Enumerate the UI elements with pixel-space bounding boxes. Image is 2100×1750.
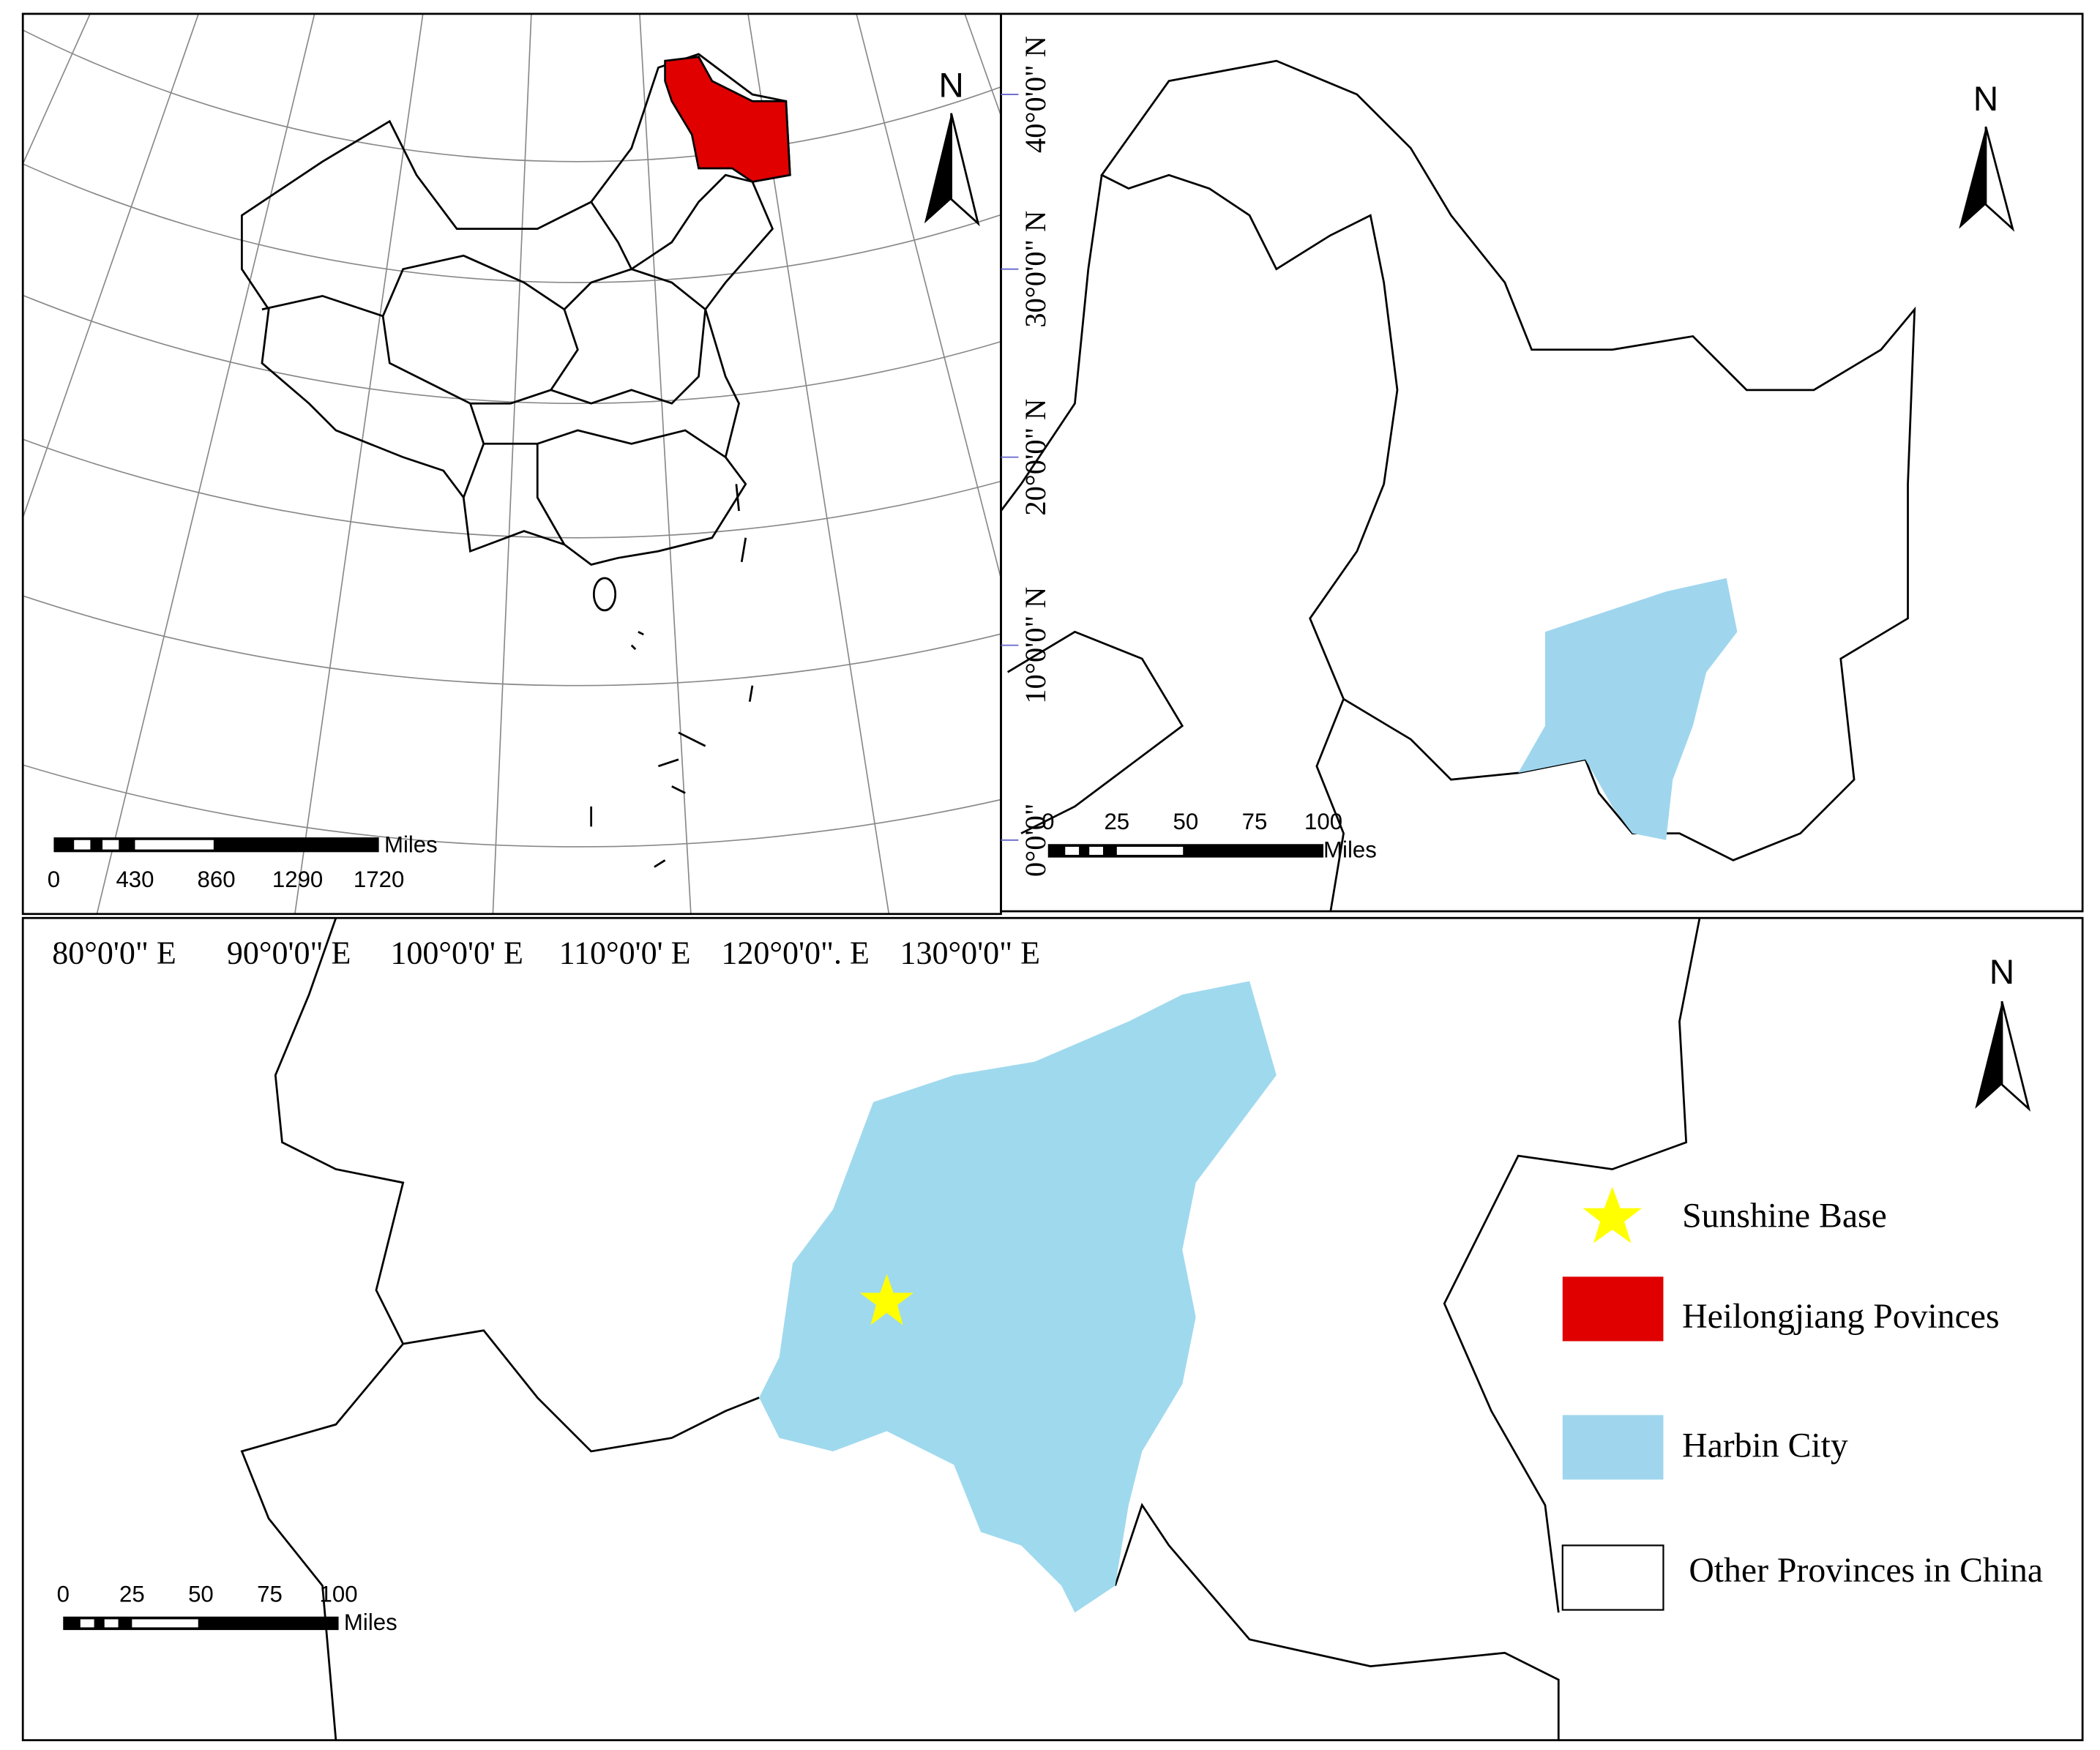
panel-frame <box>21 916 2084 1741</box>
neighbor-border <box>1006 630 1184 834</box>
scale-tick-label: 100 <box>1304 809 1342 834</box>
scale-tick-label: 0 <box>1042 809 1054 834</box>
scale-tick-label: 100 <box>320 1582 358 1607</box>
sunshine-base-star <box>859 1274 914 1325</box>
scale-bar-segment <box>102 840 119 850</box>
scale-unit: Miles <box>344 1609 397 1635</box>
legend-label: Harbin City <box>1682 1426 1848 1465</box>
scale-tick-label: 0 <box>48 867 60 892</box>
scale-unit: Miles <box>384 831 438 857</box>
scale-bar: 0 430 860 1290 1720 Miles <box>48 831 438 892</box>
province-borders <box>590 173 753 271</box>
scale-tick-label: 1720 <box>354 867 404 892</box>
meridian <box>747 13 890 914</box>
latitude-label: 40°0'0" N <box>1019 36 1052 153</box>
longitude-label: 130°0'0" E <box>900 935 1040 971</box>
scale-bar-frame <box>53 837 379 853</box>
longitude-label: 110°0'0' E <box>559 935 691 971</box>
parallel <box>23 763 1001 847</box>
scale-tick-label: 50 <box>188 1582 214 1607</box>
longitude-label: 80°0'0" E <box>52 935 176 971</box>
scale-bar-segment <box>104 1619 119 1628</box>
parallel <box>23 29 1001 162</box>
north-label: N <box>938 67 963 105</box>
longitude-label: 100°0'0' E <box>390 935 523 971</box>
scale-tick-label: 75 <box>257 1582 283 1607</box>
harbin-city <box>759 981 1277 1613</box>
north-arrow <box>1984 126 2015 232</box>
north-arrow <box>950 113 980 227</box>
meridian <box>492 13 532 914</box>
legend-swatch <box>1562 1415 1664 1480</box>
scale-tick-label: 0 <box>57 1582 70 1607</box>
heilongjiang-province <box>664 56 791 183</box>
parallel <box>23 162 1001 283</box>
province-borders <box>536 444 566 545</box>
legend-swatch <box>1562 1276 1664 1342</box>
scale-unit: Miles <box>1323 837 1377 863</box>
scale-bar-segment <box>135 840 214 850</box>
meridian <box>23 13 91 165</box>
scale-tick-label: 25 <box>1104 809 1129 834</box>
meridian <box>964 13 1001 118</box>
islands <box>590 484 754 868</box>
heilongjiang-outline <box>1100 59 1916 861</box>
scale-tick-label: 430 <box>116 867 154 892</box>
meridian <box>294 13 424 914</box>
scale-tick-label: 860 <box>198 867 236 892</box>
scale-bar-segment <box>1089 846 1104 855</box>
scale-bar-frame <box>63 1616 339 1631</box>
neighbor-border <box>1114 1503 1560 1740</box>
scale-bar-segment <box>1065 846 1080 855</box>
meridian <box>639 13 692 914</box>
north-label: N <box>1989 953 2014 992</box>
harbin-city <box>1518 577 1738 840</box>
latitude-label: 0°0'0" <box>1019 804 1052 877</box>
meridian <box>96 13 315 914</box>
longitude-label: 120°0'0". E <box>721 935 870 971</box>
hainan-island <box>592 577 617 612</box>
longitude-label: 90°0'0" E <box>227 935 351 971</box>
latitude-label: 10°0'0" N <box>1019 587 1052 704</box>
meridian <box>856 13 1001 581</box>
scale-tick-label: 25 <box>119 1582 145 1607</box>
latitude-label: 20°0'0" N <box>1019 399 1052 516</box>
panel-frame <box>1000 12 2084 913</box>
heilongjiang-map: 0 25 50 75 100 Miles <box>1001 59 1916 912</box>
scale-bar-segment <box>132 1619 198 1628</box>
neighbor-border <box>1315 698 1345 912</box>
scale-tick-label: 50 <box>1173 809 1199 834</box>
legend-label: Other Provinces in China <box>1689 1551 2043 1590</box>
china-map: 0 430 860 1290 1720 Miles <box>23 13 1001 914</box>
scale-bar: 0 25 50 75 100 Miles <box>1042 809 1377 863</box>
scale-tick-label: 1290 <box>272 867 323 892</box>
parallel <box>23 595 1001 686</box>
legend-label: Heilongjiang Povinces <box>1682 1297 1999 1336</box>
legend-star <box>1583 1186 1643 1244</box>
legend-label: Sunshine Base <box>1682 1196 1887 1235</box>
neighbor-border <box>1443 918 1701 1613</box>
scale-bar-segment <box>74 840 91 850</box>
neighbor-border <box>240 1343 404 1740</box>
scale-tick-label: 75 <box>1242 809 1268 834</box>
neighbor-border <box>274 918 760 1453</box>
meridian <box>23 13 200 520</box>
scale-bar-segment <box>1116 846 1184 855</box>
latitude-label: 30°0'0" N <box>1019 211 1052 328</box>
province-borders <box>550 268 707 405</box>
scale-bar-segment <box>80 1619 94 1628</box>
province-borders <box>261 294 485 498</box>
parallel <box>23 438 1001 538</box>
north-label: N <box>1973 80 1998 119</box>
north-arrow <box>2000 1001 2031 1112</box>
neighbor-border <box>1001 174 1103 512</box>
parallel <box>23 294 1001 404</box>
province-borders <box>483 429 726 458</box>
graticule <box>23 13 1001 914</box>
scale-bar-frame <box>1047 844 1324 858</box>
legend-swatch <box>1561 1544 1664 1611</box>
